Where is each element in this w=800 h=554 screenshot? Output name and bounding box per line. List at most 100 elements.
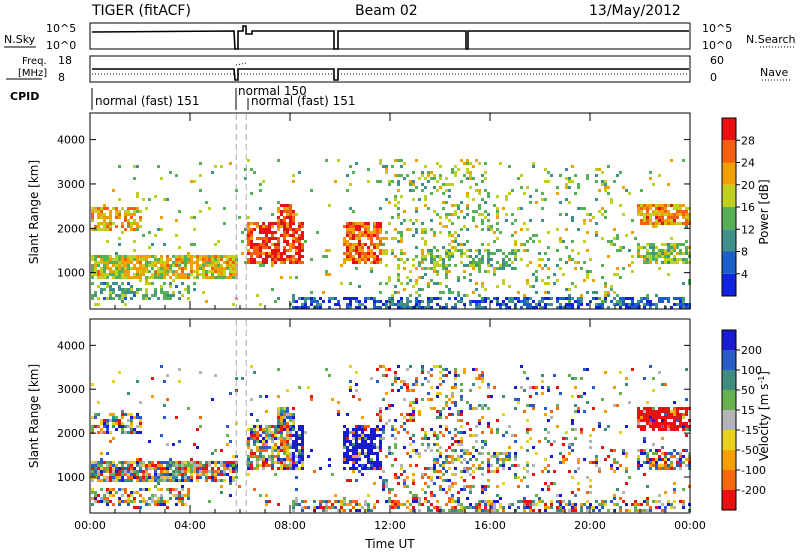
heatmap-cell xyxy=(283,467,286,470)
heatmap-cell xyxy=(325,500,328,503)
heatmap-cell xyxy=(121,231,124,234)
heatmap-cell xyxy=(100,473,103,476)
heatmap-cell xyxy=(496,419,499,422)
heatmap-cell xyxy=(667,500,670,503)
heatmap-cell xyxy=(619,464,622,467)
heatmap-cell xyxy=(460,252,463,255)
heatmap-cell xyxy=(289,413,292,416)
heatmap-cell xyxy=(103,255,106,258)
heatmap-cell xyxy=(169,282,172,285)
heatmap-cell xyxy=(241,377,244,380)
heatmap-cell xyxy=(277,240,280,243)
heatmap-cell xyxy=(298,455,301,458)
heatmap-cell xyxy=(385,422,388,425)
y-tick-label: 4000 xyxy=(57,339,85,352)
heatmap-cell xyxy=(646,500,649,503)
heatmap-cell xyxy=(619,509,622,512)
heatmap-cell xyxy=(535,303,538,306)
heatmap-cell xyxy=(250,168,253,171)
heatmap-cell xyxy=(658,207,661,210)
heatmap-cell xyxy=(427,171,430,174)
heatmap-cell xyxy=(415,300,418,303)
heatmap-cell xyxy=(652,452,655,455)
heatmap-cell xyxy=(607,186,610,189)
heatmap-cell xyxy=(424,165,427,168)
heatmap-cell xyxy=(403,416,406,419)
heatmap-cell xyxy=(514,458,517,461)
heatmap-cell xyxy=(268,464,271,467)
heatmap-cell xyxy=(145,291,148,294)
heatmap-cell xyxy=(355,249,358,252)
heatmap-cell xyxy=(676,207,679,210)
heatmap-cell xyxy=(349,443,352,446)
heatmap-cell xyxy=(169,264,172,267)
heatmap-cell xyxy=(265,503,268,506)
heatmap-cell xyxy=(250,222,253,225)
heatmap-cell xyxy=(424,467,427,470)
heatmap-cell xyxy=(460,410,463,413)
heatmap-cell xyxy=(133,258,136,261)
heatmap-cell xyxy=(400,303,403,306)
heatmap-cell xyxy=(580,428,583,431)
heatmap-cell xyxy=(295,488,298,491)
heatmap-cell xyxy=(277,228,280,231)
heatmap-cell xyxy=(556,407,559,410)
heatmap-cell xyxy=(523,192,526,195)
heatmap-cell xyxy=(541,297,544,300)
heatmap-cell xyxy=(208,500,211,503)
heatmap-cell xyxy=(484,300,487,303)
heatmap-cell xyxy=(250,467,253,470)
heatmap-cell xyxy=(370,297,373,300)
heatmap-cell xyxy=(463,452,466,455)
heatmap-cell xyxy=(208,476,211,479)
heatmap-cell xyxy=(202,255,205,258)
heatmap-cell xyxy=(184,464,187,467)
heatmap-cell xyxy=(346,303,349,306)
heatmap-cell xyxy=(202,473,205,476)
heatmap-cell xyxy=(133,165,136,168)
heatmap-cell xyxy=(256,225,259,228)
heatmap-cell xyxy=(148,440,151,443)
heatmap-cell xyxy=(442,374,445,377)
heatmap-cell xyxy=(163,473,166,476)
heatmap-cell xyxy=(361,225,364,228)
heatmap-cell xyxy=(523,249,526,252)
heatmap-cell xyxy=(430,177,433,180)
heatmap-cell xyxy=(445,249,448,252)
heatmap-cell xyxy=(433,443,436,446)
heatmap-cell xyxy=(682,282,685,285)
heatmap-cell xyxy=(670,410,673,413)
heatmap-cell xyxy=(139,425,142,428)
heatmap-cell xyxy=(514,455,517,458)
heatmap-cell xyxy=(349,231,352,234)
heatmap-cell xyxy=(253,249,256,252)
heatmap-cell xyxy=(508,285,511,288)
heatmap-cell xyxy=(412,440,415,443)
heatmap-cell xyxy=(142,234,145,237)
heatmap-cell xyxy=(394,195,397,198)
heatmap-cell xyxy=(100,282,103,285)
heatmap-cell xyxy=(679,419,682,422)
heatmap-cell xyxy=(262,180,265,183)
heatmap-cell xyxy=(409,300,412,303)
colorbar-tick-label: 20 xyxy=(741,179,755,192)
heatmap-cell xyxy=(406,303,409,306)
heatmap-cell xyxy=(91,267,94,270)
heatmap-cell xyxy=(190,258,193,261)
heatmap-cell xyxy=(298,228,301,231)
heatmap-cell xyxy=(415,497,418,500)
heatmap-cell xyxy=(142,270,145,273)
heatmap-cell xyxy=(421,488,424,491)
heatmap-cell xyxy=(343,461,346,464)
heatmap-cell xyxy=(601,276,604,279)
heatmap-cell xyxy=(403,252,406,255)
heatmap-cell xyxy=(643,306,646,309)
heatmap-cell xyxy=(604,503,607,506)
heatmap-cell xyxy=(460,470,463,473)
heatmap-cell xyxy=(487,297,490,300)
heatmap-cell xyxy=(367,503,370,506)
heatmap-cell xyxy=(478,374,481,377)
heatmap-cell xyxy=(364,234,367,237)
heatmap-cell xyxy=(124,273,127,276)
velocity-colorbar-label: Velocity [m s-1] xyxy=(757,371,772,461)
